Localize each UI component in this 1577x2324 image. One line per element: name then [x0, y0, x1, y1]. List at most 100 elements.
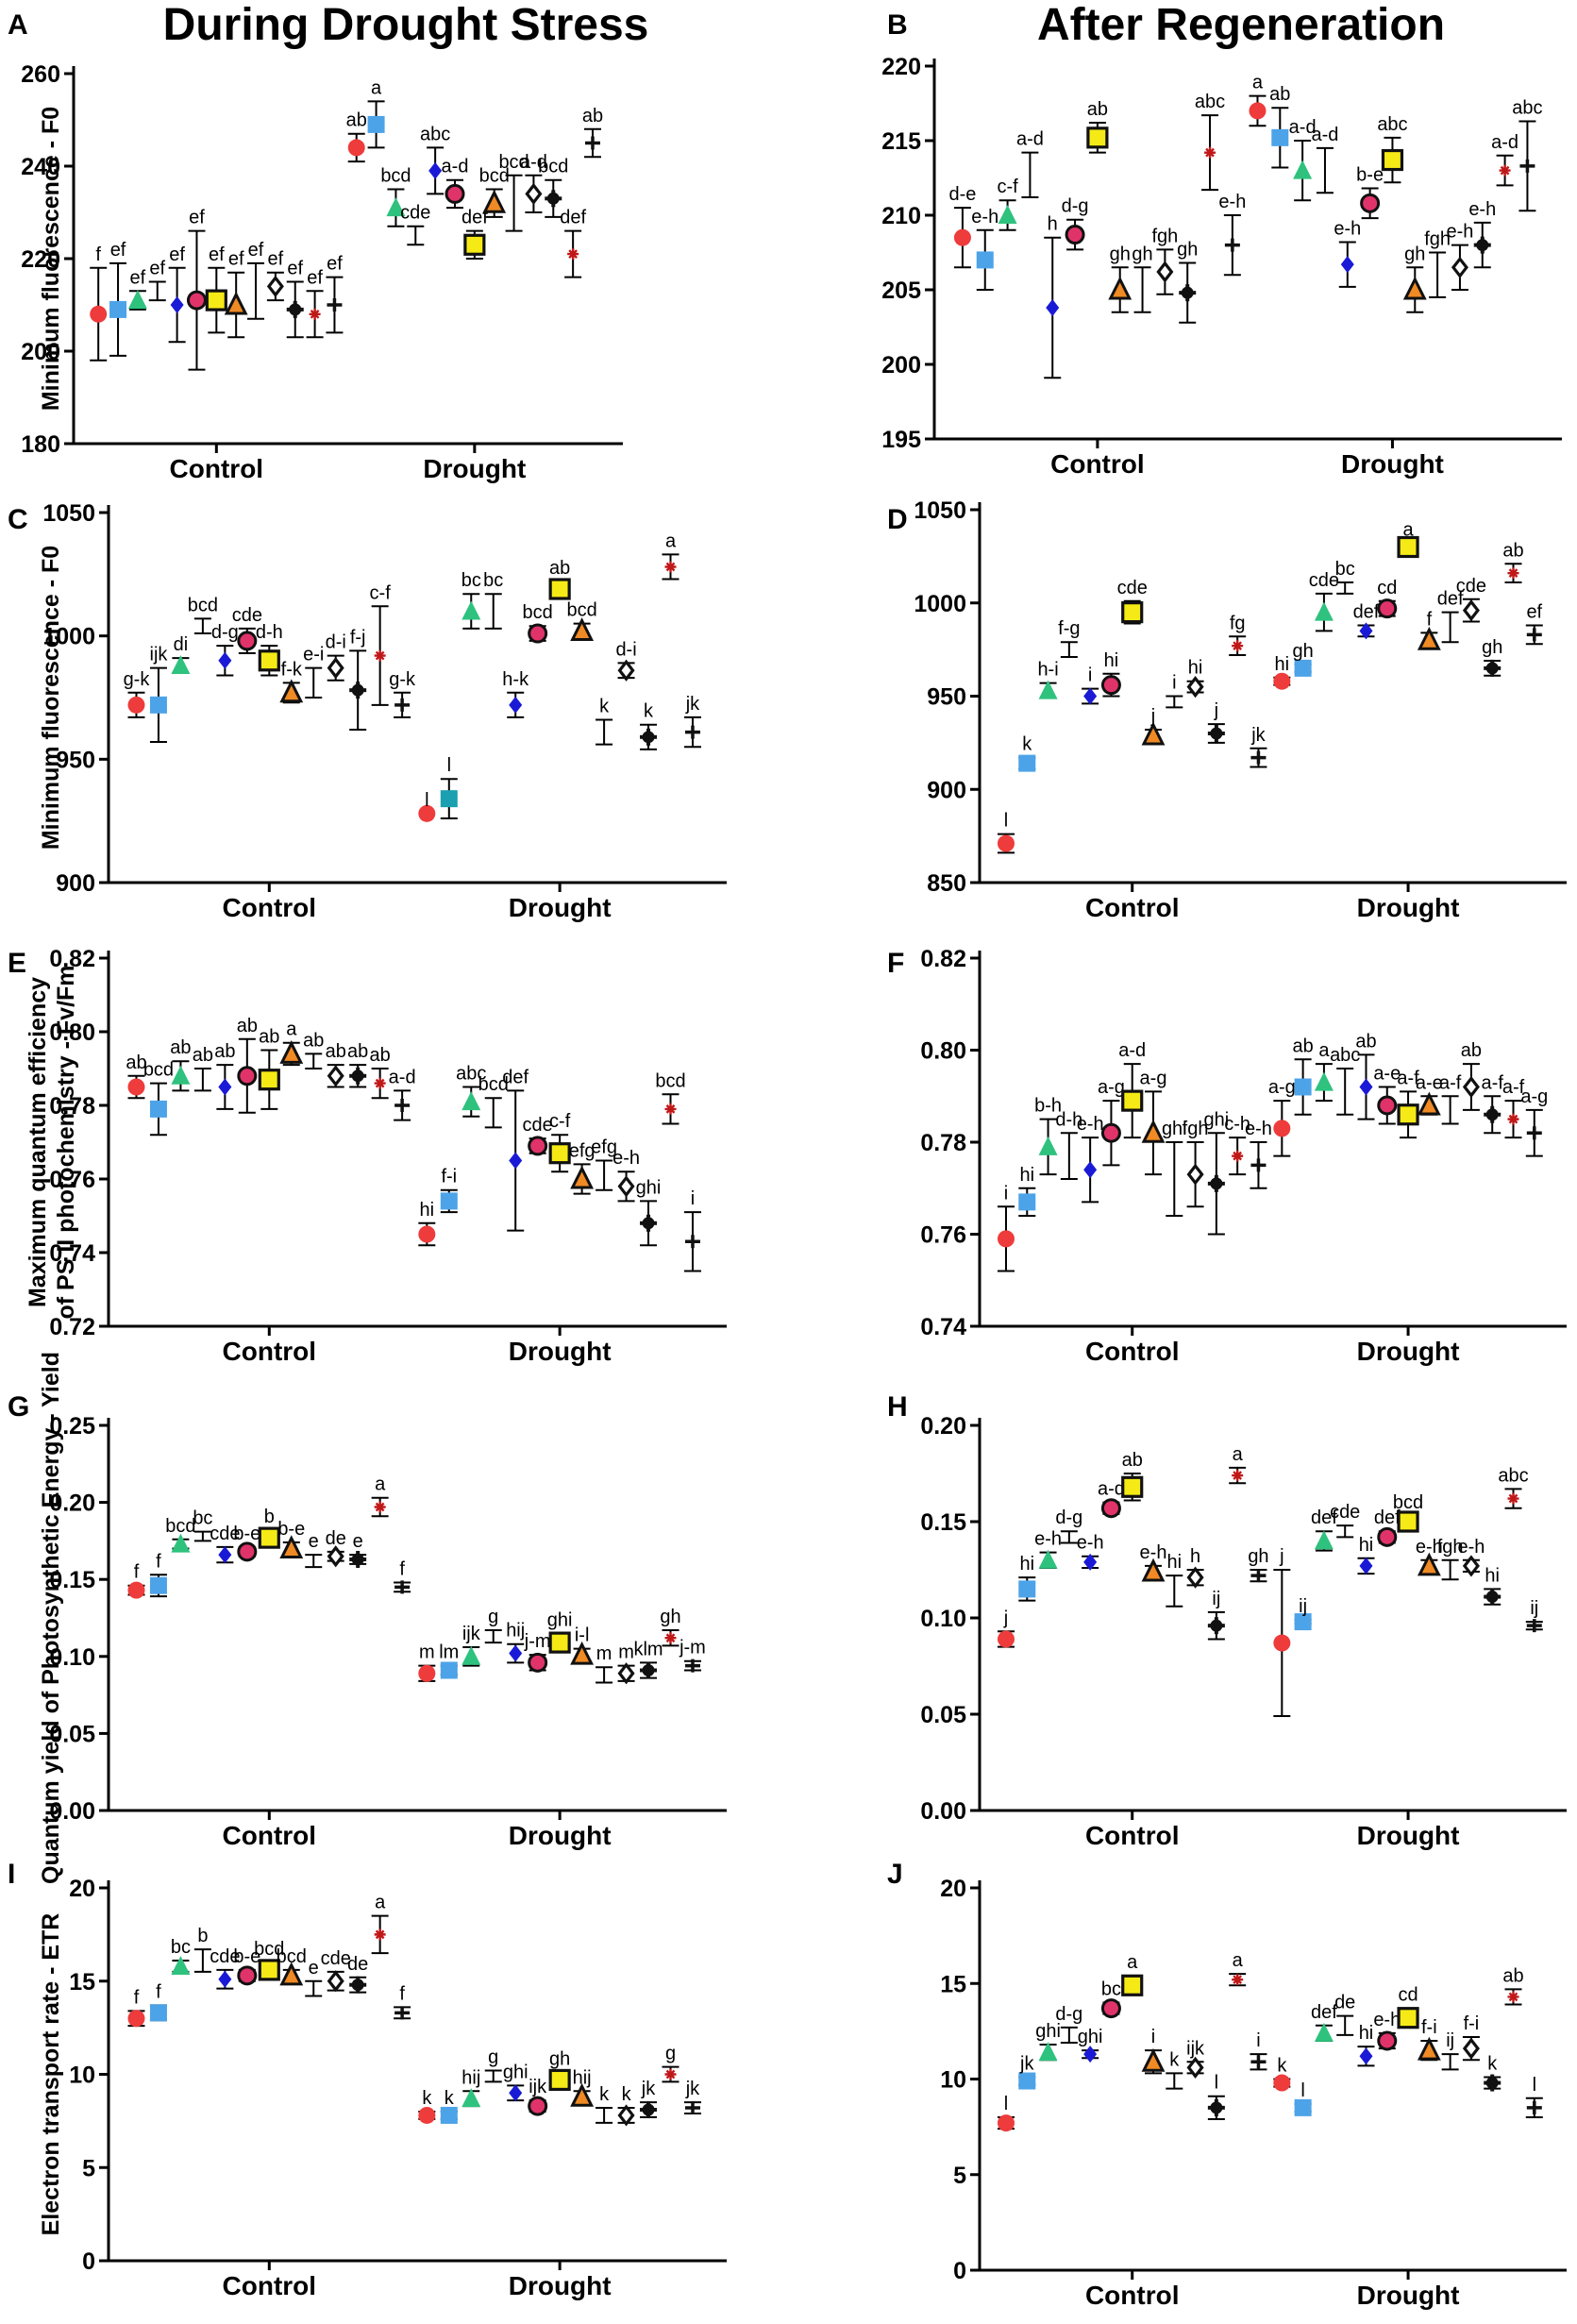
significance-label: a-f: [1482, 1072, 1504, 1093]
significance-label: bc: [483, 570, 503, 591]
square-yellow-marker: [1086, 126, 1109, 149]
significance-label: a-d: [1016, 129, 1044, 150]
significance-label: fgh: [1437, 1537, 1464, 1558]
y-tick-label: 0.20: [49, 1490, 95, 1517]
plus-black-marker: [684, 2101, 700, 2115]
significance-label: fg: [1230, 613, 1246, 633]
square-yellow-marker: [1121, 601, 1144, 624]
square-teal-marker: [440, 790, 458, 808]
cross-black-marker-h: [1207, 1181, 1225, 1186]
circle-pink-marker: [1100, 1122, 1121, 1143]
significance-label: def: [1374, 1507, 1401, 1528]
x-tick-label: Control: [170, 454, 264, 483]
plus-black-marker: [684, 1659, 700, 1673]
circle-pink-marker: [1100, 675, 1121, 696]
significance-label: i: [1004, 1183, 1008, 1204]
square-yellow-marker: [1121, 1974, 1144, 1996]
y-tick-label: 0.82: [49, 946, 95, 972]
circle-red-marker: [953, 228, 971, 246]
circle-red-marker: [1273, 1120, 1291, 1137]
triangle-green-marker: [127, 290, 147, 310]
significance-label: a-g: [1520, 1086, 1548, 1107]
diamond-blue-marker: [218, 651, 232, 669]
significance-label: abc: [1512, 97, 1542, 118]
significance-label: h: [1048, 214, 1058, 235]
significance-label: gh: [1482, 637, 1502, 658]
significance-label: hi: [1275, 654, 1290, 675]
significance-label: ghi: [1035, 2021, 1061, 2042]
x-tick-label: Control: [1085, 2281, 1180, 2310]
square-yellow-marker: [258, 1069, 280, 1091]
cross-black-marker-h: [1484, 665, 1502, 670]
y-tick-label: 200: [21, 339, 60, 365]
diamond-open-marker: [1462, 1555, 1480, 1577]
square-blue-marker: [149, 1576, 167, 1594]
significance-label: de: [1334, 1993, 1355, 2013]
cross-black-marker-h: [545, 196, 562, 201]
star-red-marker: [567, 248, 579, 261]
triangle-green-marker: [1314, 2022, 1334, 2042]
square-blue-marker: [1018, 1193, 1036, 1211]
circle-red-marker: [1273, 672, 1291, 690]
y-axis-label: Minimum fluorescence - F0: [38, 546, 64, 850]
diamond-open-marker: [617, 1175, 635, 1198]
x-tick-label: Drought: [509, 1337, 612, 1366]
significance-label: a: [1127, 1952, 1138, 1973]
triangle-orange-marker: [570, 1165, 595, 1189]
significance-label: abc: [420, 124, 450, 144]
x-tick-label: Drought: [1357, 1337, 1460, 1366]
y-tick-label: 195: [881, 427, 921, 453]
y-axis-label-line: of PS II photochemistry - Fv/Fm: [53, 965, 79, 1319]
significance-label: ij: [1446, 2030, 1454, 2051]
significance-label: a: [286, 1019, 297, 1040]
significance-label: ab: [1122, 1450, 1143, 1471]
circle-red-marker: [127, 696, 145, 714]
significance-label: ijk: [528, 2077, 547, 2097]
square-yellow-marker: [1397, 1510, 1419, 1533]
y-tick-label: 10: [69, 2063, 95, 2089]
square-blue-marker: [149, 1100, 167, 1118]
triangle-green-marker: [171, 1065, 191, 1085]
significance-label: hi: [1104, 650, 1119, 671]
y-tick-label: 20: [940, 1876, 966, 1902]
significance-label: ghi: [1078, 2027, 1103, 2047]
significance-label: bcd: [478, 1074, 509, 1095]
y-tick-label: 1050: [914, 497, 966, 524]
y-tick-label: 0.82: [920, 946, 966, 972]
triangle-green-marker: [1314, 1071, 1334, 1091]
significance-label: b-e: [277, 1519, 305, 1540]
significance-label: g: [488, 1607, 498, 1627]
significance-label: k: [599, 2084, 610, 2105]
significance-label: l: [1300, 2080, 1304, 2101]
cross-black-marker-h: [1484, 1594, 1502, 1599]
star-red-marker: [1232, 1470, 1244, 1482]
significance-label: e-h: [1373, 2010, 1401, 2030]
circle-red-marker: [127, 1581, 145, 1599]
significance-label: a: [1233, 1444, 1244, 1465]
significance-label: e-h: [612, 1148, 640, 1169]
plus-black-marker: [1250, 750, 1267, 765]
triangle-orange-marker: [279, 679, 304, 703]
triangle-orange-marker: [279, 1962, 304, 1986]
significance-label: cd: [1398, 1985, 1418, 2006]
panel-letter: F: [887, 948, 904, 979]
significance-label: i: [1256, 2030, 1260, 2051]
square-yellow-marker: [258, 649, 280, 672]
significance-label: a-f: [1397, 1068, 1419, 1088]
diamond-open-marker: [1451, 256, 1468, 278]
triangle-orange-marker: [1417, 2036, 1441, 2061]
significance-label: ij: [1530, 1598, 1538, 1619]
triangle-orange-marker: [279, 1040, 304, 1064]
significance-label: f: [156, 1551, 161, 1572]
y-tick-label: 0.78: [49, 1093, 95, 1120]
y-tick-label: 0.15: [49, 1567, 95, 1593]
significance-label: f: [399, 1983, 405, 2004]
triangle-green-marker: [171, 655, 191, 675]
significance-label: b-e: [233, 1524, 260, 1544]
star-red-marker: [1507, 1991, 1519, 2003]
significance-label: g-k: [124, 669, 151, 690]
significance-label: de: [347, 1954, 368, 1975]
significance-label: bcd: [143, 1060, 174, 1081]
y-tick-label: 0.76: [49, 1167, 95, 1193]
